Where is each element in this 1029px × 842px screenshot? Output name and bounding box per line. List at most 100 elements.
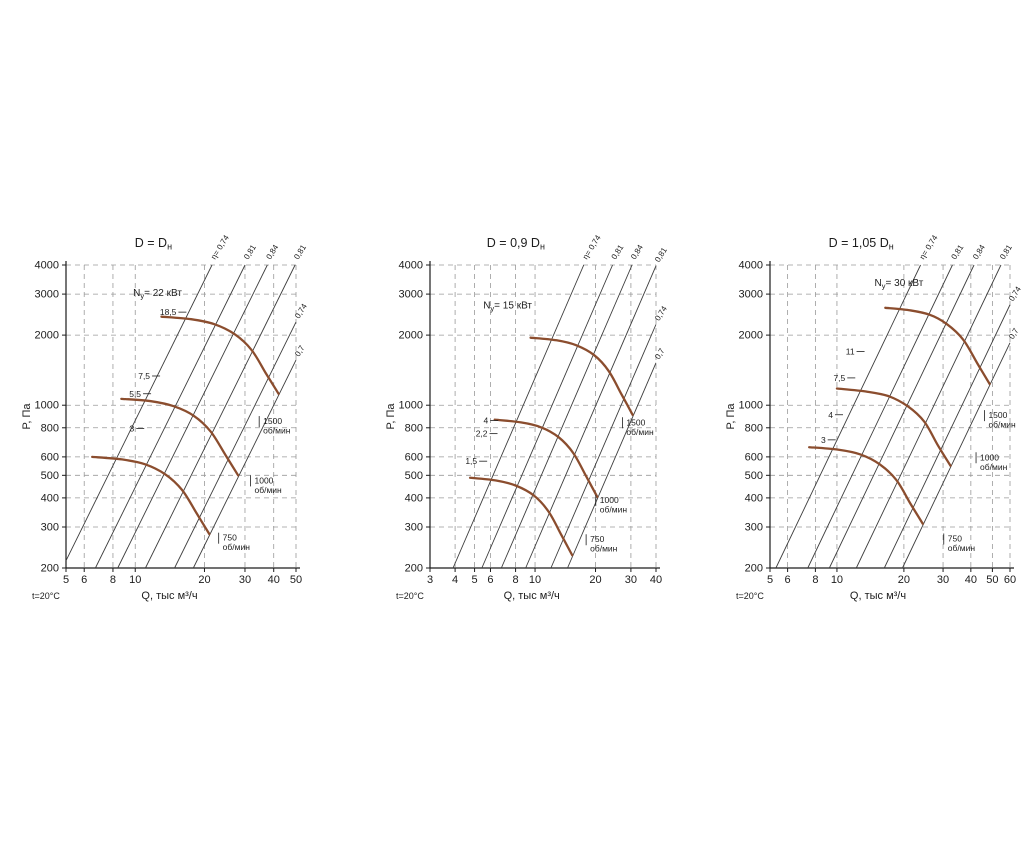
y-tick-label: 800 <box>41 422 59 434</box>
power-rating-label: Nу= 15 кВт <box>483 301 532 314</box>
efficiency-line <box>95 264 246 569</box>
speed-curve-750 <box>808 446 924 525</box>
x-tick-label: 3 <box>427 574 433 586</box>
y-tick-label: 500 <box>41 470 59 482</box>
chart-0: 5 6 8 10 20 30 40 50 200 300 400 500 600 800 1000 2000 3… <box>21 233 309 602</box>
x-tick-label: 30 <box>239 574 251 586</box>
x-tick-label: 10 <box>529 574 541 586</box>
power-rating-label: Nу= 22 кВт <box>133 288 182 301</box>
x-tick-label: 40 <box>268 574 280 586</box>
x-tick-label: 6 <box>81 574 87 586</box>
power-mark-label: 1,5 <box>465 456 477 466</box>
power-mark-label: 4 <box>484 415 489 425</box>
efficiency-label: 0,7 <box>1007 326 1021 341</box>
efficiency-label: 0,81 <box>610 243 626 261</box>
speed-label-1000: 1000 об/мин <box>600 495 628 515</box>
efficiency-label: 0,81 <box>292 243 308 261</box>
x-tick-label: 30 <box>937 574 949 586</box>
efficiency-line <box>855 264 1002 569</box>
speed-label-750: 750 об/мин <box>223 533 251 553</box>
x-tick-label: 6 <box>785 574 791 586</box>
x-tick-label: 60 <box>1004 574 1016 586</box>
efficiency-line <box>117 264 268 569</box>
speed-label-1000: 1000 об/мин <box>254 475 282 495</box>
y-tick-label: 2000 <box>399 330 423 342</box>
y-tick-label: 400 <box>41 492 59 504</box>
y-tick-label: 600 <box>745 451 763 463</box>
efficiency-line <box>525 265 657 569</box>
x-tick-label: 8 <box>513 574 519 586</box>
y-tick-label: 4000 <box>399 260 423 272</box>
y-tick-label: 3000 <box>35 289 59 301</box>
x-tick-label: 4 <box>452 574 458 586</box>
y-tick-label: 600 <box>41 451 59 463</box>
y-tick-label: 400 <box>745 492 763 504</box>
power-mark-label: 5,5 <box>129 389 141 399</box>
y-tick-label: 800 <box>405 422 423 434</box>
y-axis-title: P, Па <box>725 403 737 430</box>
y-tick-label: 1000 <box>739 400 763 412</box>
y-tick-label: 3000 <box>399 289 423 301</box>
y-tick-label: 200 <box>405 563 423 575</box>
y-tick-label: 300 <box>745 521 763 533</box>
y-tick-label: 500 <box>745 470 763 482</box>
y-tick-label: 4000 <box>35 260 59 272</box>
efficiency-label: 0,84 <box>264 243 280 261</box>
x-tick-label: 30 <box>625 574 637 586</box>
x-tick-label: 50 <box>986 574 998 586</box>
efficiency-label: 0,81 <box>242 243 258 261</box>
efficiency-label: 0,74 <box>1007 284 1023 302</box>
power-mark-label: 3 <box>821 435 826 445</box>
efficiency-line <box>452 264 585 569</box>
efficiency-label: 0,74 <box>293 302 309 320</box>
temperature-label: t=20°C <box>396 591 424 601</box>
y-tick-label: 500 <box>405 470 423 482</box>
speed-curve-1000 <box>493 418 599 499</box>
y-tick-label: 200 <box>745 563 763 575</box>
power-mark-label: 4 <box>828 410 833 420</box>
power-mark-label: 3 <box>129 423 134 433</box>
speed-label-1500: 1500 об/мин <box>626 417 654 437</box>
efficiency-line <box>883 304 1011 569</box>
x-axis-title: Q, тыс м³/ч <box>141 590 197 602</box>
y-tick-label: 2000 <box>35 330 59 342</box>
y-tick-label: 800 <box>745 422 763 434</box>
y-tick-label: 200 <box>41 563 59 575</box>
y-axis-title: P, Па <box>21 403 33 430</box>
chart-title: D = Dн <box>135 236 172 252</box>
x-tick-label: 50 <box>290 574 302 586</box>
power-mark-label: 18,5 <box>160 307 177 317</box>
x-tick-label: 40 <box>650 574 662 586</box>
x-tick-label: 5 <box>472 574 478 586</box>
temperature-label: t=20°C <box>32 591 60 601</box>
y-tick-label: 2000 <box>739 330 763 342</box>
x-tick-label: 20 <box>198 574 210 586</box>
y-tick-label: 3000 <box>739 289 763 301</box>
power-mark-label: 7,5 <box>138 371 150 381</box>
efficiency-line <box>65 264 213 561</box>
speed-label-1500: 1500 об/мин <box>263 416 291 436</box>
x-tick-label: 10 <box>831 574 843 586</box>
x-tick-label: 5 <box>63 574 69 586</box>
speed-curve-750 <box>91 455 211 536</box>
efficiency-label: 0,7 <box>653 346 667 361</box>
efficiency-label: 0,84 <box>971 243 987 261</box>
x-tick-label: 20 <box>589 574 601 586</box>
efficiency-label: 0,74 <box>653 304 669 322</box>
chart-2: 5 6 8 10 20 30 40 50 60 200 300 400 500 600 800 1000 200… <box>725 233 1023 602</box>
y-tick-label: 600 <box>405 451 423 463</box>
efficiency-line <box>174 321 297 569</box>
y-tick-label: 400 <box>405 492 423 504</box>
efficiency-label: 0,84 <box>629 243 645 261</box>
y-tick-label: 300 <box>405 521 423 533</box>
efficiency-label: 0,81 <box>949 243 965 261</box>
speed-label-750: 750 об/мин <box>590 534 618 554</box>
y-tick-label: 1000 <box>35 400 59 412</box>
temperature-label: t=20°C <box>736 591 764 601</box>
efficiency-line <box>550 324 657 569</box>
x-tick-label: 8 <box>110 574 116 586</box>
efficiency-line <box>828 264 975 569</box>
efficiency-label: 0,81 <box>998 243 1014 261</box>
y-tick-label: 4000 <box>739 260 763 272</box>
y-tick-label: 1000 <box>399 400 423 412</box>
